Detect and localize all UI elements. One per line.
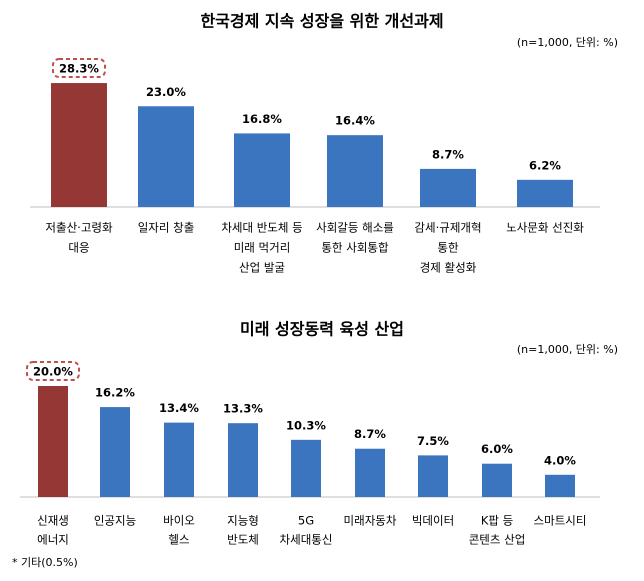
chart-subtitle: (n=1,000, 단위: %): [517, 343, 618, 356]
category-label: 인공지능: [94, 514, 136, 528]
bar: [51, 83, 107, 207]
category-label: 산업 발굴: [239, 261, 285, 275]
bar: [545, 474, 575, 497]
bar: [291, 439, 321, 497]
value-label: 8.7%: [354, 427, 386, 441]
value-label: 16.4%: [335, 114, 375, 128]
category-label: 저출산·고령화: [45, 221, 113, 235]
category-label: 미래 먹거리: [234, 241, 291, 255]
value-label: 13.4%: [159, 401, 199, 415]
category-label: 빅데이터: [412, 514, 454, 528]
bar: [418, 455, 448, 497]
category-label: 통한 사회통합: [321, 241, 389, 255]
bar: [234, 133, 290, 207]
chart-subtitle: (n=1,000, 단위: %): [517, 36, 618, 49]
category-label: 스마트시티: [534, 514, 587, 528]
bar: [138, 106, 194, 207]
bar: [327, 135, 383, 207]
category-label: 5G: [298, 514, 314, 528]
bar: [38, 386, 68, 497]
chart-title: 미래 성장동력 육성 산업: [240, 320, 404, 339]
value-label: 8.7%: [432, 147, 464, 161]
bar: [100, 407, 130, 497]
value-label: 23.0%: [146, 85, 186, 99]
value-label: 16.2%: [95, 386, 135, 400]
category-label: 미래자동차: [344, 514, 397, 528]
category-label: K팝 등: [481, 514, 513, 528]
highlight-box: [26, 361, 80, 381]
value-label: 20.0%: [33, 365, 73, 379]
value-label: 7.5%: [417, 434, 449, 448]
category-label: 일자리 창출: [138, 221, 195, 235]
chart-title: 한국경제 지속 성장을 위한 개선과제: [200, 12, 443, 31]
value-label: 16.8%: [242, 112, 282, 126]
value-label: 6.0%: [481, 442, 513, 456]
category-label: 감세·규제개혁: [414, 221, 481, 235]
value-label: 13.3%: [223, 402, 263, 416]
value-label: 10.3%: [286, 418, 326, 432]
category-label: 통한: [437, 241, 459, 255]
category-label: 신재생: [37, 514, 69, 528]
value-label: 6.2%: [529, 158, 561, 172]
category-label: 헬스: [168, 533, 189, 547]
bar: [517, 179, 573, 207]
bar: [228, 423, 258, 497]
category-label: 차세대통신: [280, 533, 333, 547]
category-label: 노사문화 선진화: [506, 221, 584, 235]
value-label: 4.0%: [544, 453, 576, 467]
category-label: 사회갈등 해소를: [316, 221, 394, 235]
value-label: 28.3%: [59, 62, 99, 76]
bar: [355, 448, 385, 497]
category-label: 콘텐츠 산업: [469, 533, 526, 547]
category-label: 경제 활성화: [420, 261, 477, 275]
highlight-box: [52, 58, 106, 79]
category-label: 지능형: [227, 514, 259, 528]
category-label: 차세대 반도체 등: [221, 221, 302, 235]
category-label: 에너지: [37, 533, 69, 547]
category-label: 바이오: [163, 514, 195, 528]
bar: [420, 168, 476, 207]
footnote: * 기타(0.5%): [12, 556, 78, 569]
bar: [482, 463, 512, 497]
category-label: 반도체: [227, 533, 259, 547]
category-label: 대응: [68, 241, 89, 255]
bar: [164, 422, 194, 497]
